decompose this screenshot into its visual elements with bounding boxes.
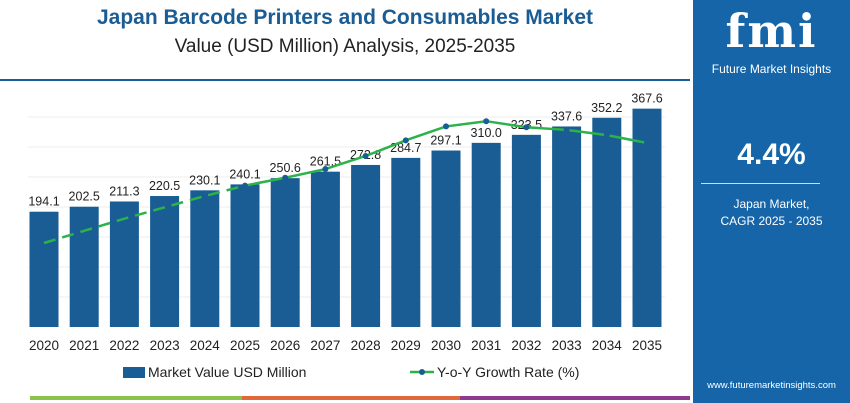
bar-2024 xyxy=(190,190,220,327)
bar-2033 xyxy=(552,126,582,327)
x-tick-2030: 2030 xyxy=(431,338,461,353)
bar-2034 xyxy=(592,117,622,327)
bar-2032 xyxy=(511,134,541,327)
x-tick-2025: 2025 xyxy=(230,338,260,353)
x-tick-2024: 2024 xyxy=(190,338,221,353)
chart-area: 194.1 2020 202.5 2021 211.3 2022 220.5 2023 230.… xyxy=(28,92,665,353)
x-tick-2029: 2029 xyxy=(391,338,421,353)
cagr-label-market: Japan Market, xyxy=(733,197,810,211)
bar-label-2033: 337.6 xyxy=(551,109,582,123)
x-tick-2026: 2026 xyxy=(270,338,300,353)
bar-2025 xyxy=(230,184,260,327)
growth-point-2032 xyxy=(523,124,530,131)
bar-2020 xyxy=(29,211,59,327)
bar-2028 xyxy=(351,164,381,327)
x-tick-2023: 2023 xyxy=(150,338,180,353)
growth-point-2027 xyxy=(322,166,329,173)
chart-subtitle: Value (USD Million) Analysis, 2025-2035 xyxy=(174,36,516,57)
growth-point-2034 xyxy=(603,132,610,139)
legend-bar[interactable]: Market Value USD Million xyxy=(123,364,306,380)
bar-2031 xyxy=(471,142,501,327)
bar-label-2024: 230.1 xyxy=(189,173,220,187)
legend-line[interactable]: Y-o-Y Growth Rate (%) xyxy=(410,364,579,380)
x-tick-2022: 2022 xyxy=(109,338,139,353)
panel-divider xyxy=(701,183,820,184)
x-tick-2032: 2032 xyxy=(511,338,541,353)
legend-line-label: Y-o-Y Growth Rate (%) xyxy=(437,364,580,380)
brand-name: Future Market Insights xyxy=(711,62,832,76)
bar-2021 xyxy=(69,206,99,327)
bar-label-2035: 367.6 xyxy=(631,92,662,106)
growth-point-2029 xyxy=(402,137,409,144)
bar-2029 xyxy=(391,157,421,327)
growth-point-2028 xyxy=(362,153,369,159)
bar-label-2025: 240.1 xyxy=(229,167,260,181)
growth-point-2026 xyxy=(282,174,289,181)
bar-label-2031: 310.0 xyxy=(471,126,502,140)
website-link[interactable]: www.futuremarketinsights.com xyxy=(707,380,836,391)
bar-label-2021: 202.5 xyxy=(69,190,100,204)
bar-2022 xyxy=(109,201,139,327)
bar-2030 xyxy=(431,150,461,327)
chart-title: Japan Barcode Printers and Consumables M… xyxy=(97,6,593,29)
growth-point-2031 xyxy=(483,118,490,125)
bar-2023 xyxy=(150,196,180,327)
x-tick-2031: 2031 xyxy=(471,338,501,353)
bar-label-2027: 261.5 xyxy=(310,155,341,169)
x-tick-2035: 2035 xyxy=(632,338,662,353)
growth-line-dashed xyxy=(43,184,246,245)
legend-bar-swatch xyxy=(123,366,145,378)
growth-point-2033 xyxy=(563,126,570,133)
fmi-logo: fmi xyxy=(725,4,818,58)
bar-label-2023: 220.5 xyxy=(149,179,180,193)
x-tick-2028: 2028 xyxy=(351,338,381,353)
bar-label-2022: 211.3 xyxy=(109,184,139,198)
x-tick-2021: 2021 xyxy=(69,338,99,353)
stripe-orange xyxy=(242,396,460,400)
x-tick-2033: 2033 xyxy=(552,338,582,353)
stripe-green xyxy=(30,396,242,400)
cagr-value: 4.4% xyxy=(737,138,806,171)
legend-line-swatch xyxy=(410,369,434,375)
bar-label-2030: 297.1 xyxy=(430,134,461,148)
growth-point-2030 xyxy=(443,123,449,130)
x-tick-2034: 2034 xyxy=(592,338,623,353)
bar-2027 xyxy=(310,171,340,327)
x-tick-2020: 2020 xyxy=(29,338,59,353)
x-tick-2027: 2027 xyxy=(310,338,340,353)
summary-panel: fmi Future Market Insights 4.4% Japan Ma… xyxy=(693,0,850,403)
bar-label-2034: 352.2 xyxy=(591,101,622,115)
title-divider xyxy=(0,79,690,81)
growth-point-2035 xyxy=(644,139,650,146)
growth-point-2025 xyxy=(242,182,248,189)
bar-label-2026: 250.6 xyxy=(270,161,301,175)
bar-2026 xyxy=(270,178,300,327)
stripe-purple xyxy=(460,396,690,400)
legend-bar-label: Market Value USD Million xyxy=(148,364,307,380)
cagr-label-period: CAGR 2025 - 2035 xyxy=(720,214,823,228)
bar-label-2020: 194.1 xyxy=(28,195,59,209)
